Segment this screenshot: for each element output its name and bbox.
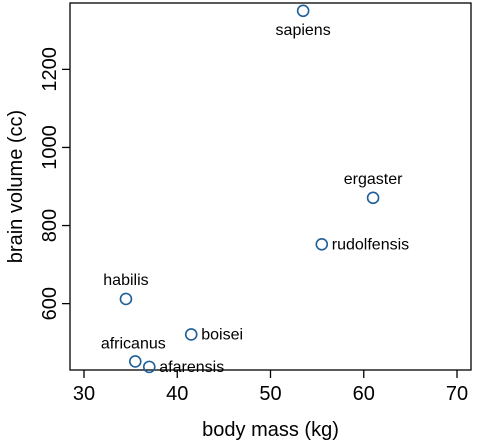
x-axis: 30 40 50 60 70 <box>73 370 468 405</box>
y-tick-label: 1000 <box>39 125 61 170</box>
point-label-africanus: africanus <box>101 335 166 352</box>
x-axis-title: body mass (kg) <box>202 419 339 441</box>
x-tick-label: 50 <box>259 383 281 405</box>
point-label-ergaster: ergaster <box>344 171 403 188</box>
x-tick-label: 40 <box>166 383 188 405</box>
plot-frame <box>69 2 472 371</box>
point-label-habilis: habilis <box>103 272 148 289</box>
x-tick-label: 60 <box>353 383 375 405</box>
point-label-sapiens: sapiens <box>276 22 331 39</box>
data-point-ergaster <box>366 191 380 205</box>
point-label-rudolfensis: rudolfensis <box>332 236 409 253</box>
data-point-africanus <box>128 355 142 368</box>
data-point-rudolfensis <box>315 237 329 251</box>
y-tick-label: 800 <box>39 209 61 242</box>
data-point-habilis <box>119 292 133 306</box>
point-label-boisei: boisei <box>201 326 243 343</box>
x-tick-label: 70 <box>446 383 468 405</box>
data-point-sapiens <box>296 4 310 18</box>
y-tick-label: 1200 <box>39 47 61 92</box>
data-points: afarensis africanus habilis boisei rudolfens… <box>101 4 409 376</box>
y-tick-label: 600 <box>39 287 61 320</box>
data-point-afarensis <box>142 360 156 374</box>
x-tick-label: 30 <box>73 383 95 405</box>
y-axis: 600 800 1000 1200 <box>39 47 70 320</box>
y-axis-title: brain volume (cc) <box>5 110 27 263</box>
point-label-afarensis: afarensis <box>159 359 224 376</box>
data-point-boisei <box>184 328 198 341</box>
